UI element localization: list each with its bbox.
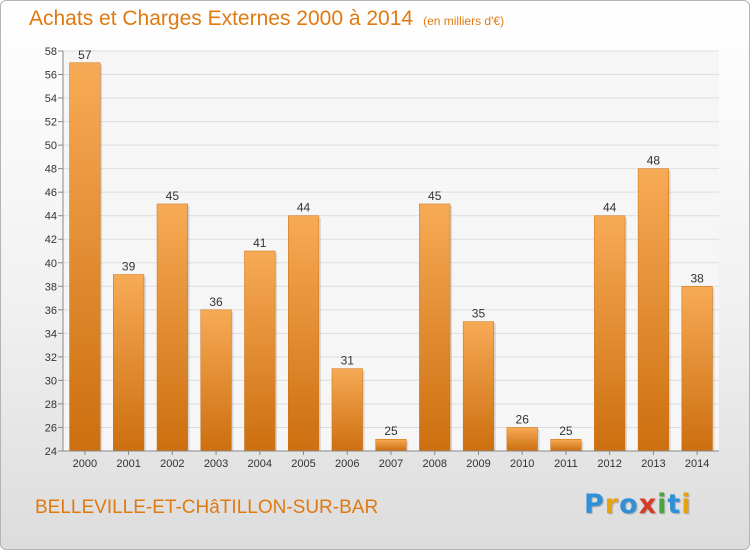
bar-value-label: 39 [122,260,136,274]
y-tick-label: 26 [45,422,57,434]
bars: 57 39 45 36 41 44 31 25 45 35 26 25 44 48 38 [69,48,715,452]
bar-value-label: 25 [559,424,573,438]
x-tick-label: 2005 [291,458,315,470]
y-tick-label: 30 [45,375,57,387]
bar-value-label: 36 [209,295,223,309]
y-tick-label: 56 [45,70,57,82]
chart-unit: (en milliers d'€) [423,14,505,28]
logo-letter: o [619,489,639,520]
bar-value-label: 31 [341,354,355,368]
y-tick-label: 32 [45,352,57,364]
x-tick-label: 2014 [685,458,709,470]
bar [69,62,101,452]
bar-value-label: 44 [297,201,311,215]
chart-title: Achats et Charges Externes 2000 à 2014 (e… [29,7,504,31]
logo-letter: x [638,489,658,520]
y-tick-label: 34 [45,328,57,340]
bar-value-label: 25 [384,424,398,438]
commune-name: BELLEVILLE-ET-CHâTILLON-SUR-BAR [35,497,379,518]
proxiti-logo: Proxiti [584,489,692,520]
bar [594,215,626,452]
y-tick-label: 44 [45,211,57,223]
y-tick-label: 52 [45,117,57,129]
bar-value-label: 35 [472,307,486,321]
logo-letter: P [584,489,605,520]
y-tick-label: 48 [45,164,57,176]
x-tick-label: 2003 [204,458,228,470]
x-tick-label: 2009 [466,458,490,470]
logo-letter: i [681,489,692,520]
bar [681,286,713,452]
bar-value-label: 44 [603,201,617,215]
bar [156,203,188,452]
y-tick-label: 40 [45,258,57,270]
x-tick-label: 2013 [641,458,665,470]
bar [375,438,407,452]
logo-letter: r [604,489,620,520]
bar [287,215,320,452]
bar [637,168,669,452]
bar-value-label: 45 [166,189,180,203]
x-tick-label: 2001 [116,458,140,470]
y-tick-label: 54 [45,93,57,105]
x-tick-label: 2006 [335,458,359,470]
bar [506,427,538,452]
bar [331,368,363,452]
bar-value-label: 48 [647,154,661,168]
logo-letter: t [667,489,682,520]
x-tick-label: 2008 [422,458,446,470]
x-axis: 2000 2001 2002 2003 2004 2005 2006 2007 2008 2009… [63,450,719,470]
logo-letter: i [657,489,668,520]
y-tick-label: 50 [45,140,57,152]
bar-value-label: 26 [516,412,530,426]
y-tick-label: 58 [45,46,57,58]
x-tick-label: 2011 [554,458,578,470]
bar-value-label: 41 [253,236,267,250]
y-tick-label: 42 [45,234,57,246]
x-tick-label: 2012 [597,458,621,470]
y-tick-label: 24 [45,446,57,458]
x-tick-label: 2000 [73,458,97,470]
bar [113,274,145,452]
chart-title-text: Achats et Charges Externes 2000 à 2014 [29,7,414,30]
x-tick-label: 2007 [379,458,403,470]
bar-value-label: 57 [78,48,92,62]
y-tick-label: 46 [45,187,57,199]
bar [200,309,232,452]
bar [550,438,582,452]
x-tick-label: 2010 [510,458,534,470]
bar-value-label: 38 [690,271,704,285]
bar [419,203,451,452]
x-tick-label: 2004 [248,458,272,470]
bar [462,321,495,452]
bar-value-label: 45 [428,189,442,203]
bar [244,250,276,452]
x-tick-label: 2002 [160,458,184,470]
y-tick-label: 38 [45,281,57,293]
y-tick-label: 36 [45,305,57,317]
y-axis: 24 26 28 30 32 34 36 38 40 42 44 46 48 50 52 54 56 58 [45,46,64,458]
y-tick-label: 28 [45,399,57,411]
